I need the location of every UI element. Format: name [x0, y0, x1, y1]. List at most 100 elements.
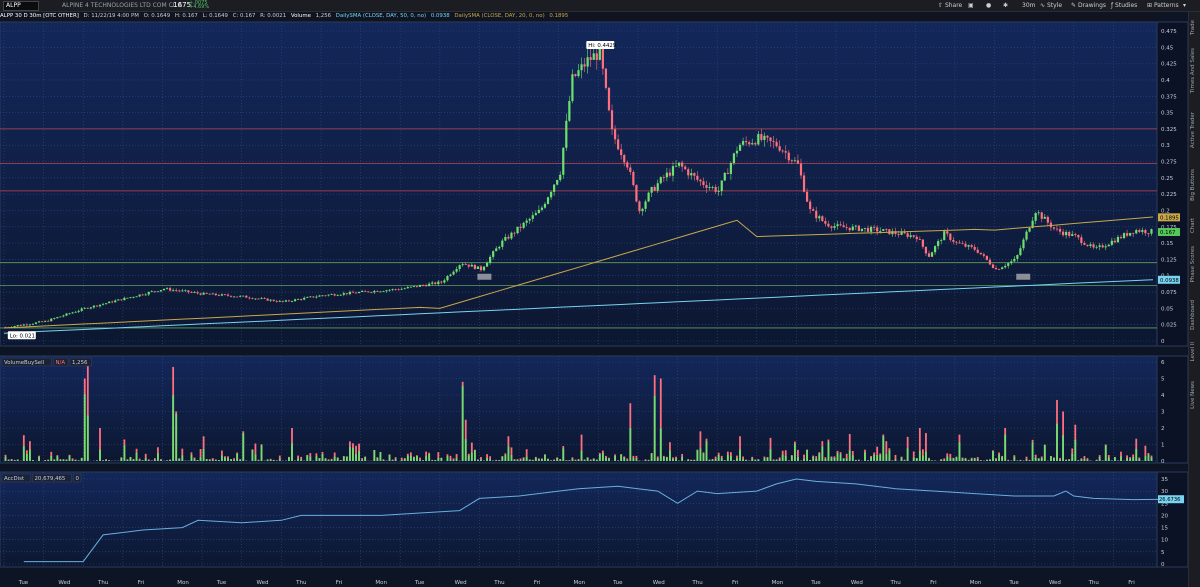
volume-bar-buy: [153, 459, 156, 461]
price-tick-label: 0.3: [1161, 143, 1170, 149]
volume-bar-buy: [181, 455, 184, 461]
candle: [528, 218, 531, 221]
candle: [437, 281, 440, 285]
candle: [549, 191, 553, 198]
pane-acc: [0, 471, 1158, 568]
volume-bar-buy: [434, 460, 437, 461]
candle: [930, 252, 934, 257]
volume-bar-buy: [827, 441, 830, 461]
volume-bar-buy: [928, 458, 930, 461]
x-tick-label: Fri: [930, 580, 937, 586]
sidebar-tab-dashboard[interactable]: Dashboard: [1190, 299, 1196, 330]
volume-bar-buy: [778, 459, 781, 461]
chart-area[interactable]: 0.475 0.45 0.425 0.4 0.375 0.35 0.325 0.3 0.275 0…: [0, 21, 1188, 587]
chevron-down-icon[interactable]: ▾: [1183, 2, 1187, 9]
candle: [668, 172, 672, 176]
volume-bar-buy: [598, 454, 601, 461]
settings-icon[interactable]: ✱: [1003, 2, 1009, 9]
volume-bar-buy: [781, 454, 784, 461]
candle: [77, 310, 80, 312]
timeframe-button[interactable]: 30m: [1022, 2, 1036, 9]
acc-study-tag-bg: [73, 473, 82, 483]
volume-bar-buy: [989, 459, 991, 461]
candle: [909, 235, 912, 237]
drawings-button[interactable]: ✎ Drawings: [1071, 2, 1107, 9]
sidebar-tab-level-ii[interactable]: Level II: [1190, 342, 1196, 362]
volume-bar-buy: [644, 460, 647, 461]
price-tick-label: 0.05: [1161, 306, 1174, 312]
volume-bar-buy: [1071, 453, 1074, 461]
sidebar-tab-active-trader[interactable]: Active Trader: [1190, 112, 1196, 149]
volume-bar-buy: [998, 454, 1000, 461]
candle: [522, 222, 525, 228]
candle: [1141, 230, 1144, 232]
candle: [153, 291, 156, 293]
candle: [345, 293, 348, 295]
volume-bar-buy: [306, 455, 309, 461]
volume-bar-buy: [1074, 439, 1077, 461]
candle: [354, 292, 358, 294]
candle: [754, 143, 757, 145]
patterns-button[interactable]: ⊞ Patterns: [1147, 2, 1179, 9]
chart-title: ALPP 30 D 30m [OTC OTHER]: [0, 13, 79, 19]
candle: [275, 301, 278, 302]
candle: [848, 227, 851, 231]
sidebar-tab-live-news[interactable]: Live News: [1190, 380, 1196, 409]
volume-bar-buy: [25, 453, 28, 461]
volume-bar-buy: [559, 459, 562, 461]
candle: [906, 233, 909, 237]
candle: [409, 286, 412, 288]
candle: [937, 241, 940, 247]
vol-tick-label: 6: [1161, 360, 1165, 366]
candle: [1110, 240, 1113, 245]
studies-button[interactable]: ƒ Studies: [1111, 2, 1138, 9]
volume-bar-buy: [388, 454, 391, 461]
candle: [830, 226, 833, 228]
candle: [260, 298, 263, 300]
x-tick-label: Wed: [257, 580, 269, 586]
share-label: Share: [944, 2, 963, 9]
volume-bar-buy: [662, 457, 665, 461]
volume-bar-buy: [440, 457, 443, 461]
acc-last-marker-text: 26.6736: [1159, 497, 1180, 503]
acc-tick-label: 25: [1161, 501, 1168, 507]
acc-tick-label: 35: [1161, 477, 1168, 483]
candle: [144, 294, 147, 296]
style-button[interactable]: ∿ Style: [1040, 2, 1063, 9]
volume-bar-buy: [601, 453, 604, 461]
volume-bar-buy: [126, 459, 129, 461]
volume-bar-buy: [751, 458, 754, 461]
candle: [1010, 261, 1013, 264]
volume-bar-buy: [446, 456, 449, 461]
volume-bar-sell: [86, 365, 89, 461]
volume-bar-buy: [605, 457, 607, 461]
candle: [583, 64, 586, 67]
price-tick-label: 0.4: [1161, 78, 1170, 84]
candle: [223, 294, 227, 296]
volume-bar-buy: [821, 446, 824, 461]
candle: [623, 155, 626, 163]
sidebar-tab-big-buttons[interactable]: Big Buttons: [1190, 168, 1196, 201]
volume-bar-sell: [71, 458, 74, 461]
candle: [607, 87, 611, 111]
candle: [507, 236, 510, 239]
lock-icon[interactable]: ●: [986, 2, 992, 9]
candle: [40, 321, 44, 323]
candle: [537, 209, 540, 214]
sidebar-tab-chart[interactable]: Chart: [1190, 218, 1196, 234]
volume-bar-buy: [775, 459, 778, 461]
volume-bar-buy: [467, 455, 470, 461]
print-icon[interactable]: ▣: [968, 2, 974, 9]
sidebar-tab-times-and-sales[interactable]: Times And Sales: [1190, 48, 1196, 94]
candle: [641, 208, 644, 212]
candle: [665, 172, 668, 178]
volume-bar-buy: [562, 448, 565, 461]
sidebar-tab-trade[interactable]: Trade: [1190, 20, 1196, 36]
share-button[interactable]: ⇧ Share: [938, 2, 963, 9]
sidebar-tab-phase-scores[interactable]: Phase Scores: [1190, 246, 1196, 283]
volume-bar-buy: [553, 460, 556, 461]
candle: [988, 259, 992, 265]
symbol-input[interactable]: ALPP: [3, 1, 39, 11]
candle: [873, 226, 876, 228]
low-label: Lo: 0.021: [10, 333, 35, 339]
